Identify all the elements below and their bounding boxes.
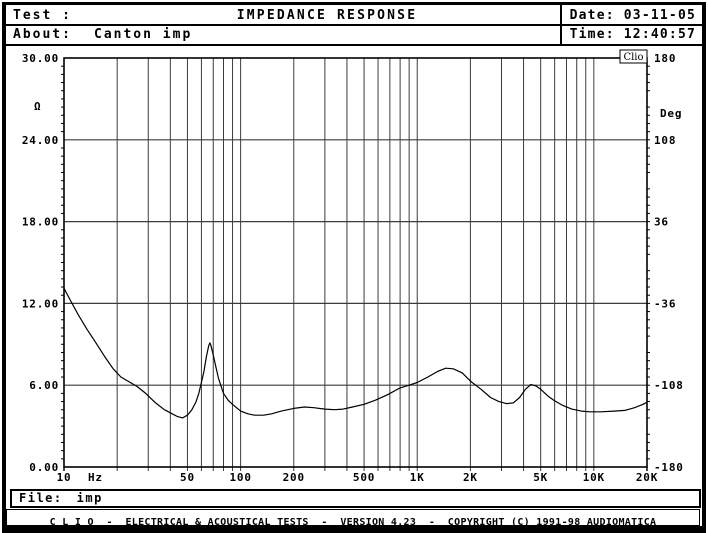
header-row-divider	[6, 24, 702, 26]
hz-unit-label: Hz	[88, 471, 103, 484]
file-bar: File: imp	[10, 489, 701, 508]
y-left-minor-ticks	[61, 65, 64, 460]
svg-text:50: 50	[180, 471, 195, 484]
about-value: Canton imp	[94, 27, 193, 42]
footer-credit-bar: C L I O - ELECTRICAL & ACOUSTICAL TESTS …	[6, 509, 700, 528]
y-right-tick-labels: 180 108 36 -36 -108 -180	[654, 52, 684, 474]
svg-text:10K: 10K	[583, 471, 605, 484]
footer-credit-text: C L I O - ELECTRICAL & ACOUSTICAL TESTS …	[49, 517, 657, 528]
svg-text:200: 200	[283, 471, 305, 484]
svg-text:500: 500	[353, 471, 375, 484]
svg-text:2K: 2K	[463, 471, 478, 484]
file-label-and-value: File: imp	[19, 491, 103, 506]
svg-text:36: 36	[654, 216, 669, 229]
plot-frame	[63, 57, 648, 471]
y-left-gridlines	[64, 139, 647, 386]
y-right-minor-ticks	[647, 65, 650, 460]
date-field: Date: 03-11-05	[569, 8, 696, 23]
svg-text:1K: 1K	[410, 471, 425, 484]
svg-text:-36: -36	[654, 297, 676, 310]
impedance-chart: 30.00 24.00 18.00 12.00 6.00 0.00 Ω 180 108 36 -36…	[22, 49, 684, 484]
svg-text:18.00: 18.00	[22, 216, 59, 229]
page-title: IMPEDANCE RESPONSE	[236, 8, 418, 23]
svg-text:Clio: Clio	[623, 52, 643, 63]
svg-text:100: 100	[229, 471, 251, 484]
time-field: Time: 12:40:57	[569, 27, 696, 42]
file-label: File:	[19, 491, 63, 505]
svg-text:24.00: 24.00	[22, 134, 59, 147]
ohm-unit-label: Ω	[34, 100, 41, 113]
svg-text:30.00: 30.00	[22, 52, 59, 65]
svg-text:108: 108	[654, 134, 676, 147]
file-value: imp	[76, 491, 103, 505]
header-column-divider	[560, 5, 562, 44]
about-label: About:	[13, 27, 72, 42]
header: Test : IMPEDANCE RESPONSE Date: 03-11-05…	[6, 5, 702, 46]
deg-unit-label: Deg	[660, 107, 682, 120]
svg-text:20K: 20K	[636, 471, 658, 484]
impedance-curve	[63, 287, 648, 419]
y-left-tick-labels: 30.00 24.00 18.00 12.00 6.00 0.00	[22, 52, 59, 474]
clio-badge: Clio	[619, 49, 648, 64]
x-axis-tick-labels: 10 50 100 200 500 1K 2K 5K 10K 20K	[57, 471, 658, 484]
svg-text:6.00: 6.00	[29, 379, 59, 392]
svg-text:0.00: 0.00	[29, 461, 59, 474]
svg-text:5K: 5K	[533, 471, 548, 484]
svg-text:-180: -180	[654, 461, 684, 474]
svg-text:-108: -108	[654, 379, 684, 392]
svg-text:180: 180	[654, 52, 676, 65]
header-bottom-border	[6, 44, 702, 46]
svg-text:12.00: 12.00	[22, 297, 59, 310]
x-gridlines	[116, 58, 595, 471]
svg-text:10: 10	[57, 471, 72, 484]
test-label: Test :	[13, 8, 72, 23]
